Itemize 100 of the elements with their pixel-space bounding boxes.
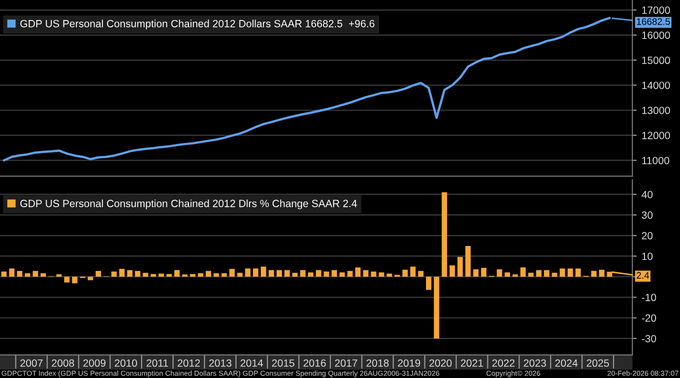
bar [410,266,416,277]
y-tick-label: 16000 [642,32,670,39]
bar [134,270,140,277]
bar [182,274,188,277]
legend-label: GDP US Personal Consumption Chained 2012 Dollars SAAR 16682.5 +96.6 [20,20,374,30]
x-tick-label: 2020 [429,359,452,367]
bar [536,270,542,277]
bar [252,268,258,277]
annotation: 2.4 [636,272,650,279]
x-tick-label: 2007 [20,359,43,367]
bar [127,270,132,277]
bar [237,272,243,277]
bar [9,268,14,277]
x-tick-label: 2013 [209,359,232,367]
bar [426,276,432,290]
y-tick-label: 14000 [642,82,670,90]
y-tick-label: -10 [642,294,656,302]
bar [198,273,204,277]
bar [88,276,94,280]
y-tick-label: 40 [642,190,653,198]
bar [32,270,38,277]
x-tick-label: 2024 [555,359,578,367]
y-tick-label: -30 [642,334,656,342]
bar [40,273,46,277]
bar [339,272,345,277]
x-tick-label: 2010 [114,359,138,367]
legend-label: GDP US Personal Consumption Chained 2012 Dlrs % Change SAAR 2.4 [20,200,357,210]
bar [276,270,282,277]
bar [591,270,597,277]
bar [370,272,376,277]
bar [308,272,314,277]
bar [481,268,486,277]
bar [214,273,219,277]
bar [355,267,361,277]
bar [174,270,180,277]
x-tick-label: 2017 [335,359,358,367]
bar [268,270,274,277]
bar [158,274,164,277]
bar [544,270,550,277]
x-tick-label: 2025 [586,359,609,367]
x-tick-label: 2022 [492,359,514,367]
bar [119,268,125,277]
y-tick-label: 17000 [642,6,670,14]
bar [260,266,266,277]
bar [166,274,172,277]
bar [465,246,471,277]
bar [332,270,337,277]
bar [363,270,368,277]
x-tick-label: 2014 [240,359,263,367]
bar [24,273,30,277]
bar [96,270,101,277]
bar [284,270,290,277]
x-tick-label: 2008 [52,359,74,367]
y-tick-label: 13000 [642,106,670,114]
bar [473,269,479,277]
bar [504,272,510,277]
y-tick-label: 10 [642,252,653,260]
bar [324,272,330,277]
y-tick-label: 12000 [642,132,670,140]
bar [568,268,573,277]
bar [72,276,78,284]
bar [386,274,392,277]
bar [560,268,566,277]
bar [442,192,448,277]
x-tick-label: 2009 [83,359,106,367]
x-tick-label: 2011 [146,359,168,367]
y-tick-label: 30 [642,211,653,219]
bar [402,270,408,277]
bar [64,276,70,282]
bar [229,268,235,277]
bar [245,268,250,277]
bar [16,270,22,277]
bar [316,270,322,277]
bar [512,274,518,277]
x-tick-label: 2023 [524,359,546,367]
bar [111,272,117,277]
bar [599,270,604,277]
x-tick-label: 2016 [304,359,326,367]
y-tick-label: 20 [642,232,653,240]
y-tick-label: 11000 [642,156,670,164]
bar [520,267,526,277]
bar [221,273,227,277]
x-tick-label: 2015 [272,359,294,367]
bar [150,274,156,277]
bar [450,265,455,277]
bar [190,274,196,277]
x-tick-label: 2018 [366,359,389,367]
annotation: 16682.5 [636,18,670,25]
bar [56,274,62,277]
x-tick-label: 2019 [398,359,420,367]
y-tick-label: 15000 [642,56,670,64]
x-tick-label: 2012 [178,359,200,367]
bar [300,270,306,277]
y-tick-label: -20 [642,314,656,322]
bar [457,256,463,277]
bar [434,276,440,338]
bar [418,270,424,277]
bar [575,268,581,277]
x-tick-label: 2021 [460,359,484,367]
bar [1,272,7,277]
